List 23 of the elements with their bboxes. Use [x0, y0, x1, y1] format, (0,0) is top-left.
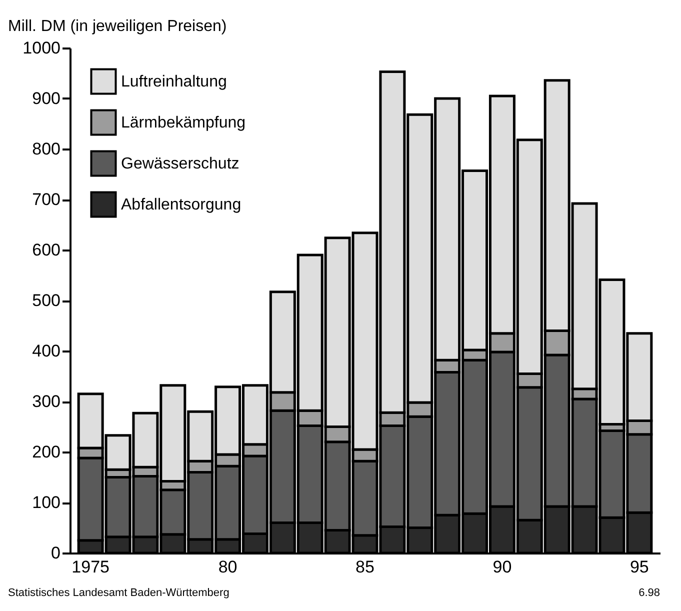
x-tick-label: 90: [492, 558, 512, 576]
x-tick-label: 95: [630, 558, 649, 576]
x-tick-label: 1975: [72, 558, 110, 576]
y-tick-label: 1000: [22, 38, 60, 58]
text: 6.98: [638, 587, 660, 599]
y-tick-label: 600: [32, 240, 60, 260]
y-tick-label: 700: [32, 190, 60, 209]
y-tick-label: 500: [32, 291, 60, 310]
y-tick-label: 400: [32, 342, 60, 360]
legend-label: Gewässerschutz: [121, 156, 240, 172]
y-tick-label: 100: [32, 493, 60, 512]
legend-label: Abfallentsorgung: [121, 196, 242, 214]
legend-label: Luftreinhaltung: [121, 74, 227, 90]
text: Statistisches Landesamt Baden-Württemberg: [8, 587, 230, 599]
y-tick-label: 900: [32, 89, 60, 108]
y-tick-label: 300: [32, 392, 60, 411]
legend-label: Lärmbekämpfung: [121, 114, 246, 132]
y-tick-label: 800: [32, 140, 60, 158]
x-tick-label: 80: [218, 558, 238, 576]
x-tick-label: 85: [356, 558, 374, 576]
y-tick-label: 200: [32, 442, 60, 462]
y-tick-label: 0: [51, 544, 60, 562]
y-axis-title: Mill. DM (in jeweiligen Preisen): [8, 18, 227, 35]
